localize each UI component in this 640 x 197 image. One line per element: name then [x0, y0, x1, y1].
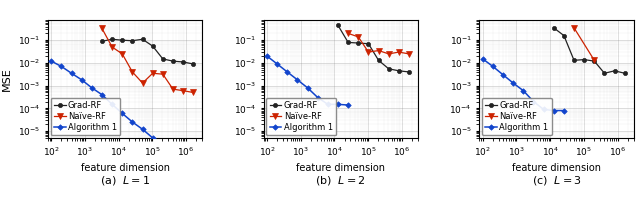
- Grad-RF: [600, 72, 608, 74]
- Grad-RF: [139, 38, 147, 40]
- Grad-RF: [108, 38, 116, 40]
- Grad-RF: [591, 60, 598, 62]
- Line: Grad-RF: Grad-RF: [100, 37, 195, 66]
- Algorithm 1: [334, 103, 342, 106]
- Naïve-RF: [570, 27, 578, 29]
- Naïve-RF: [118, 53, 126, 55]
- Naïve-RF: [355, 36, 362, 38]
- Algorithm 1: [78, 79, 86, 81]
- Algorithm 1: [118, 112, 126, 115]
- Grad-RF: [149, 45, 157, 47]
- Naïve-RF: [169, 88, 177, 90]
- Grad-RF: [550, 27, 557, 29]
- Algorithm 1: [159, 144, 166, 146]
- Line: Naïve-RF: Naïve-RF: [572, 25, 597, 63]
- Grad-RF: [179, 61, 187, 63]
- Naïve-RF: [365, 51, 372, 53]
- Algorithm 1: [509, 82, 517, 84]
- Algorithm 1: [550, 109, 557, 112]
- Grad-RF: [355, 42, 362, 44]
- Grad-RF: [621, 72, 628, 74]
- Algorithm 1: [47, 60, 55, 62]
- Algorithm 1: [344, 104, 352, 106]
- Grad-RF: [395, 70, 403, 72]
- Naïve-RF: [344, 32, 352, 34]
- Grad-RF: [159, 58, 166, 60]
- Algorithm 1: [68, 72, 76, 74]
- Legend: Grad-RF, Naïve-RF, Algorithm 1: Grad-RF, Naïve-RF, Algorithm 1: [482, 98, 552, 135]
- Naïve-RF: [591, 59, 598, 61]
- Naïve-RF: [108, 46, 116, 48]
- Naïve-RF: [189, 91, 197, 94]
- Grad-RF: [98, 40, 106, 42]
- Algorithm 1: [560, 109, 568, 112]
- Naïve-RF: [385, 53, 392, 55]
- Title: (c)  $L=3$: (c) $L=3$: [532, 174, 582, 187]
- Naïve-RF: [139, 82, 147, 84]
- Naïve-RF: [149, 72, 157, 74]
- Line: Grad-RF: Grad-RF: [336, 23, 411, 74]
- Line: Naïve-RF: Naïve-RF: [99, 26, 196, 95]
- Grad-RF: [375, 59, 383, 61]
- Algorithm 1: [149, 137, 157, 139]
- Legend: Grad-RF, Naïve-RF, Algorithm 1: Grad-RF, Naïve-RF, Algorithm 1: [266, 98, 336, 135]
- Naïve-RF: [395, 51, 403, 53]
- Line: Grad-RF: Grad-RF: [552, 26, 627, 75]
- X-axis label: feature dimension: feature dimension: [81, 164, 170, 174]
- Grad-RF: [385, 68, 392, 70]
- Line: Algorithm 1: Algorithm 1: [49, 59, 195, 169]
- Algorithm 1: [98, 94, 106, 96]
- Y-axis label: MSE: MSE: [3, 67, 12, 91]
- Grad-RF: [344, 41, 352, 44]
- Algorithm 1: [189, 166, 197, 169]
- Line: Naïve-RF: Naïve-RF: [346, 31, 412, 57]
- Grad-RF: [560, 34, 568, 37]
- Naïve-RF: [159, 73, 166, 75]
- Algorithm 1: [88, 87, 95, 89]
- Algorithm 1: [499, 74, 507, 76]
- Algorithm 1: [304, 87, 312, 89]
- Grad-RF: [169, 60, 177, 62]
- Algorithm 1: [479, 58, 486, 60]
- Algorithm 1: [129, 121, 136, 123]
- Algorithm 1: [520, 89, 527, 92]
- X-axis label: feature dimension: feature dimension: [512, 164, 601, 174]
- Algorithm 1: [139, 128, 147, 130]
- Algorithm 1: [263, 55, 271, 57]
- Algorithm 1: [294, 79, 301, 81]
- Grad-RF: [334, 24, 342, 27]
- Grad-RF: [611, 70, 618, 72]
- Algorithm 1: [179, 159, 187, 162]
- Grad-RF: [365, 43, 372, 45]
- Algorithm 1: [169, 153, 177, 155]
- Algorithm 1: [530, 100, 538, 103]
- Grad-RF: [189, 63, 197, 65]
- Naïve-RF: [405, 53, 413, 55]
- Legend: Grad-RF, Naïve-RF, Algorithm 1: Grad-RF, Naïve-RF, Algorithm 1: [51, 98, 120, 135]
- Title: (a)  $L=1$: (a) $L=1$: [100, 174, 150, 187]
- Naïve-RF: [179, 89, 187, 92]
- Grad-RF: [580, 59, 588, 61]
- Naïve-RF: [375, 49, 383, 52]
- Algorithm 1: [273, 63, 281, 65]
- Naïve-RF: [98, 27, 106, 30]
- Algorithm 1: [284, 71, 291, 73]
- Algorithm 1: [108, 103, 116, 106]
- Algorithm 1: [58, 65, 65, 68]
- Line: Algorithm 1: Algorithm 1: [481, 57, 566, 112]
- Title: (b)  $L=2$: (b) $L=2$: [316, 174, 366, 187]
- Algorithm 1: [489, 65, 497, 68]
- Grad-RF: [129, 40, 136, 42]
- Algorithm 1: [324, 103, 332, 106]
- Line: Algorithm 1: Algorithm 1: [265, 54, 350, 107]
- Grad-RF: [118, 39, 126, 41]
- Naïve-RF: [129, 71, 136, 73]
- X-axis label: feature dimension: feature dimension: [296, 164, 385, 174]
- Grad-RF: [570, 59, 578, 61]
- Algorithm 1: [540, 108, 547, 111]
- Algorithm 1: [314, 96, 321, 99]
- Grad-RF: [405, 71, 413, 73]
